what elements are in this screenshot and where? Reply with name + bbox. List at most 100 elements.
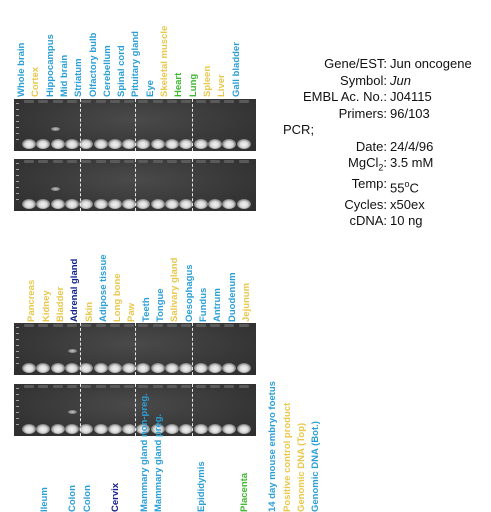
primer-dimer-band — [193, 363, 208, 373]
pcr-band — [51, 187, 60, 191]
symbol-row: Symbol: Jun — [283, 73, 472, 90]
gel-well — [181, 160, 192, 163]
gel-well — [38, 324, 49, 327]
primer-dimer-band — [79, 199, 94, 209]
gel-well — [224, 160, 235, 163]
primer-dimer-band — [207, 424, 222, 434]
gel-well — [195, 385, 206, 388]
primer-dimer-band — [136, 363, 151, 373]
pcr-heading: PCR; — [283, 122, 315, 137]
gel-well — [109, 100, 120, 103]
primer-dimer-band — [136, 199, 151, 209]
embl-value: J04115 — [390, 89, 432, 104]
temp-row: Temp: 55oC — [283, 176, 472, 197]
primer-dimer-band — [207, 199, 222, 209]
gel-well — [81, 385, 92, 388]
primer-dimer-band — [64, 424, 79, 434]
gel-well — [238, 100, 249, 103]
gel-well — [195, 100, 206, 103]
lane-label: Placenta — [238, 472, 250, 512]
lane-divider — [80, 159, 81, 211]
mgcl-value: 3.5 mM — [390, 155, 434, 170]
temp-value-unit: C — [409, 180, 419, 196]
primer-dimer-band — [150, 199, 165, 209]
gel-well — [181, 324, 192, 327]
primer-dimer-band — [222, 363, 237, 373]
lane-label: Ileum — [38, 487, 50, 512]
primer-dimer-band — [179, 424, 194, 434]
primer-dimer-band — [236, 199, 251, 209]
primer-dimer-band — [165, 199, 179, 209]
primer-dimer-band — [107, 424, 122, 434]
date-value: 24/4/96 — [390, 138, 434, 154]
primer-dimer-band — [36, 199, 51, 209]
primer-dimer-band — [22, 363, 36, 373]
primer-dimer-band — [122, 199, 137, 209]
lane-label: Colon — [67, 485, 79, 512]
pcr-band — [68, 349, 77, 353]
cdna-row: cDNA: 10 ng — [283, 213, 472, 230]
ladder-marks — [16, 327, 19, 367]
gene-value: Jun oncogene — [390, 56, 472, 71]
primer-dimer-band — [36, 139, 51, 149]
primer-dimer-band — [150, 139, 165, 149]
pcr-band — [68, 410, 77, 414]
primer-dimer-band — [150, 424, 165, 434]
primer-dimer-band — [136, 424, 151, 434]
gel-well — [66, 100, 77, 103]
gel-well — [24, 160, 34, 163]
gel-well — [24, 100, 34, 103]
gel-well — [124, 160, 135, 163]
experiment-info: Gene/EST: Jun oncogene Symbol: Jun EMBL … — [283, 56, 472, 230]
cdna-value: 10 ng — [390, 213, 423, 229]
primer-dimer-band — [179, 199, 194, 209]
gel-well — [52, 385, 63, 388]
lane-divider — [192, 384, 193, 436]
mgcl-label-subscript: 2 — [378, 162, 384, 173]
gel-well — [81, 160, 92, 163]
gel-well — [152, 160, 163, 163]
primer-dimer-band — [64, 363, 79, 373]
lane-labels-panel-3: Ileum Colon Colon Cervix Mammary gland non-p… — [14, 0, 322, 512]
gel-well — [152, 385, 163, 388]
gel-well — [95, 385, 106, 388]
primer-dimer-band — [165, 139, 179, 149]
lane-label: 14 day mouse embryo foetus — [267, 381, 279, 512]
temp-value-degree: o — [404, 179, 410, 190]
primer-dimer-band — [107, 139, 122, 149]
gel-well — [138, 385, 149, 388]
gel-well — [209, 100, 220, 103]
primer-dimer-band — [207, 363, 222, 373]
primer-dimer-band — [193, 199, 208, 209]
primer-dimer-band — [193, 424, 208, 434]
lane-divider — [192, 323, 193, 375]
mgcl-label-colon: : — [383, 155, 387, 170]
gel-well — [81, 324, 92, 327]
gel-well — [124, 385, 135, 388]
gel-well — [109, 324, 120, 327]
primer-dimer-band — [50, 424, 65, 434]
primer-dimer-band — [236, 424, 251, 434]
embl-label: EMBL Ac. No.: — [302, 89, 387, 104]
gel-well — [38, 385, 49, 388]
primer-dimer-band — [36, 424, 51, 434]
symbol-label: Symbol: — [340, 72, 387, 88]
gel-well — [209, 385, 220, 388]
primer-dimer-band — [79, 363, 94, 373]
gel-well — [238, 385, 249, 388]
primer-dimer-band — [165, 363, 179, 373]
gel-well — [195, 324, 206, 327]
symbol-value: Jun — [390, 72, 411, 88]
gene-row: Gene/EST: Jun oncogene — [283, 56, 472, 73]
cycles-row: Cycles: x50ex — [283, 197, 472, 214]
gel-well — [181, 100, 192, 103]
lane-label: Genomic DNA (Bot.) — [310, 421, 322, 512]
primers-label: Primers: — [338, 105, 387, 121]
pcr-band — [51, 127, 60, 131]
temp-value: 55oC — [387, 176, 419, 197]
primer-dimer-band — [122, 424, 137, 434]
primer-dimer-band — [93, 139, 108, 149]
gel-well — [138, 324, 149, 327]
gel-well — [209, 160, 220, 163]
primer-dimer-band — [64, 199, 79, 209]
